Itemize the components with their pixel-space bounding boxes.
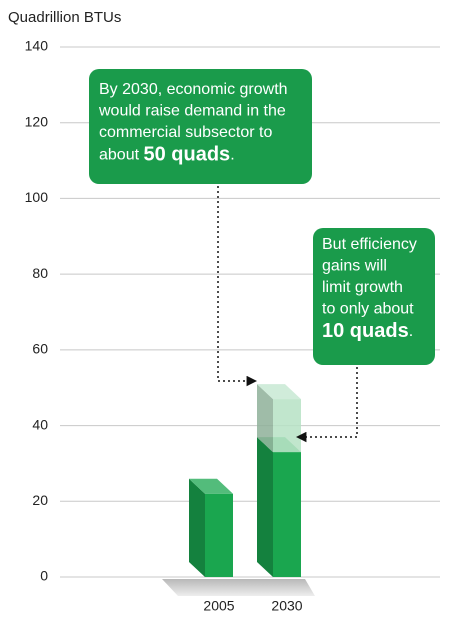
y-tick-label: 0 (40, 568, 48, 584)
annotation-text: . (409, 323, 413, 340)
floor-shadow (162, 579, 315, 596)
annotation-text: gains will (322, 258, 387, 275)
y-tick-label: 120 (25, 113, 49, 129)
callout-box (89, 69, 312, 184)
annotation-text: 10 quads (322, 320, 409, 342)
bar-side (257, 384, 273, 453)
y-tick-label: 80 (32, 265, 48, 281)
callout-box (313, 228, 435, 365)
annotation-text: about (99, 147, 143, 164)
callout-arrow (217, 186, 258, 387)
annotation-text: 50 quads (143, 144, 230, 166)
annotation-text: to only about (322, 301, 414, 318)
annotation-text: 10 quads. (322, 320, 413, 342)
y-tick-label: 40 (32, 416, 48, 432)
axis-label: Quadrillion BTUs (8, 9, 121, 26)
annotation-text: . (230, 147, 234, 164)
annotation-text: commercial subsector to (99, 124, 272, 141)
annotation-text: would raise demand in the (98, 103, 286, 120)
bar-side (189, 478, 205, 577)
bar-front (273, 452, 301, 577)
bar (189, 478, 233, 577)
annotation-text: about 50 quads. (99, 144, 235, 166)
bar-side (257, 437, 273, 577)
bar (257, 437, 301, 577)
bar-front (273, 399, 301, 453)
annotation-text: But efficiency (322, 236, 417, 253)
y-tick-label: 100 (25, 189, 49, 205)
callout-arrow (295, 367, 358, 443)
bar-top (257, 384, 301, 400)
bar (257, 384, 301, 453)
y-tick-label: 60 (32, 341, 48, 357)
bar-top (189, 478, 233, 494)
bar-front (205, 493, 233, 577)
y-tick-label: 140 (25, 38, 49, 54)
annotation-text: limit growth (322, 279, 403, 296)
y-tick-label: 20 (32, 492, 48, 508)
annotation-text: By 2030, economic growth (99, 81, 288, 98)
x-tick-label: 2005 (203, 598, 234, 614)
x-tick-label: 2030 (271, 598, 302, 614)
